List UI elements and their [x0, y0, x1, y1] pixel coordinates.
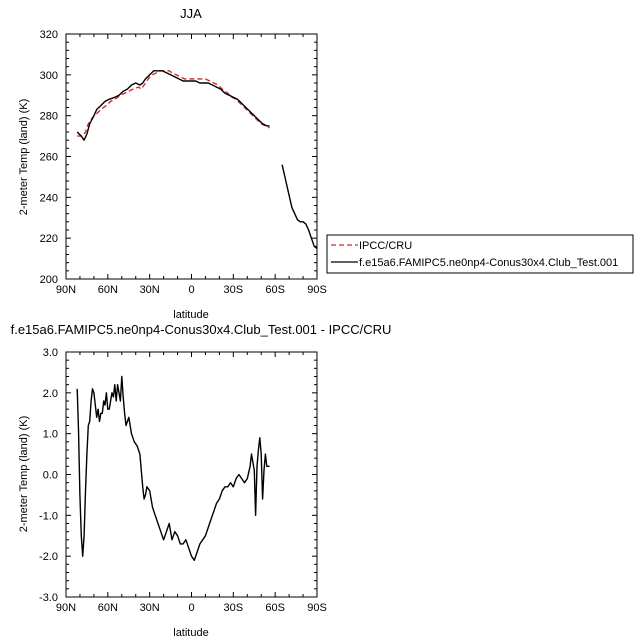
- bottom-y-tick-label: 3.0: [43, 347, 58, 359]
- bottom-y-tick-label: 2.0: [43, 388, 58, 400]
- bottom-axes: 90N 60N 30N 0 30S 60S 90S -3.0 -2.0 -1.0 0.0 1.0 2.0…: [39, 347, 327, 614]
- top-x-tick-label: 60S: [265, 284, 285, 296]
- legend-label-ipcc-cru: IPCC/CRU: [359, 240, 412, 252]
- top-x-tick-label: 0: [188, 284, 194, 296]
- bottom-series-0-line: [76, 375, 270, 561]
- top-plot-frame: [65, 33, 318, 280]
- top-series-0-line: [77, 70, 270, 137]
- bottom-x-tick-label: 60S: [265, 602, 285, 614]
- top-x-tick-label: 30N: [140, 284, 160, 296]
- top-axes: 90N 60N 30N 0 30S 60S 90S 200 220 240 260 280 300 320: [40, 29, 327, 296]
- top-y-tick-label: 280: [40, 111, 58, 123]
- top-y-tick-label: 300: [40, 70, 58, 82]
- bottom-x-tick-label: 30N: [140, 602, 160, 614]
- top-y-tick-label: 240: [40, 192, 58, 204]
- bottom-y-tick-label: -3.0: [39, 592, 58, 604]
- bottom-y-tick-label: 1.0: [43, 429, 58, 441]
- bottom-x-tick-label: 90S: [307, 602, 327, 614]
- top-y-tick-label: 200: [40, 274, 58, 286]
- top-y-tick-label: 320: [40, 29, 58, 41]
- top-x-tick-label: 60N: [98, 284, 118, 296]
- legend-label-model: f.e15a6.FAMIPC5.ne0np4-Conus30x4.Club_Te…: [359, 257, 618, 269]
- top-x-tick-label: 30S: [224, 284, 244, 296]
- top-chart-title: JJA: [180, 6, 202, 21]
- bottom-x-tick-label: 0: [188, 602, 194, 614]
- top-panel: JJA 2-meter Temp (land) (K) latitude 90N…: [18, 6, 327, 321]
- top-x-tick-label: 90S: [307, 284, 327, 296]
- top-series-1-line: [281, 164, 318, 249]
- top-x-tick-label: 90N: [56, 284, 76, 296]
- bottom-chart-title: f.e15a6.FAMIPC5.ne0np4-Conus30x4.Club_Te…: [11, 322, 392, 337]
- top-series-lines: [76, 70, 318, 249]
- legend: IPCC/CRU f.e15a6.FAMIPC5.ne0np4-Conus30x…: [326, 234, 634, 274]
- top-y-axis-label: 2-meter Temp (land) (K): [18, 99, 30, 216]
- bottom-x-axis-label: latitude: [173, 627, 208, 639]
- bottom-plot-frame: [65, 351, 318, 598]
- bottom-y-axis-label: 2-meter Temp (land) (K): [18, 416, 30, 533]
- bottom-series-lines: [76, 375, 270, 561]
- legend-box: [326, 234, 634, 274]
- bottom-y-tick-label: 0.0: [43, 470, 58, 482]
- bottom-x-tick-label: 60N: [98, 602, 118, 614]
- top-y-tick-label: 220: [40, 233, 58, 245]
- bottom-panel: f.e15a6.FAMIPC5.ne0np4-Conus30x4.Club_Te…: [11, 322, 392, 639]
- bottom-y-tick-label: -1.0: [39, 510, 58, 522]
- top-x-axis-label: latitude: [173, 309, 208, 321]
- bottom-x-tick-label: 90N: [56, 602, 76, 614]
- bottom-y-tick-label: -2.0: [39, 551, 58, 563]
- bottom-x-tick-label: 30S: [224, 602, 244, 614]
- top-y-tick-label: 260: [40, 152, 58, 164]
- top-series-1-line: [76, 70, 270, 141]
